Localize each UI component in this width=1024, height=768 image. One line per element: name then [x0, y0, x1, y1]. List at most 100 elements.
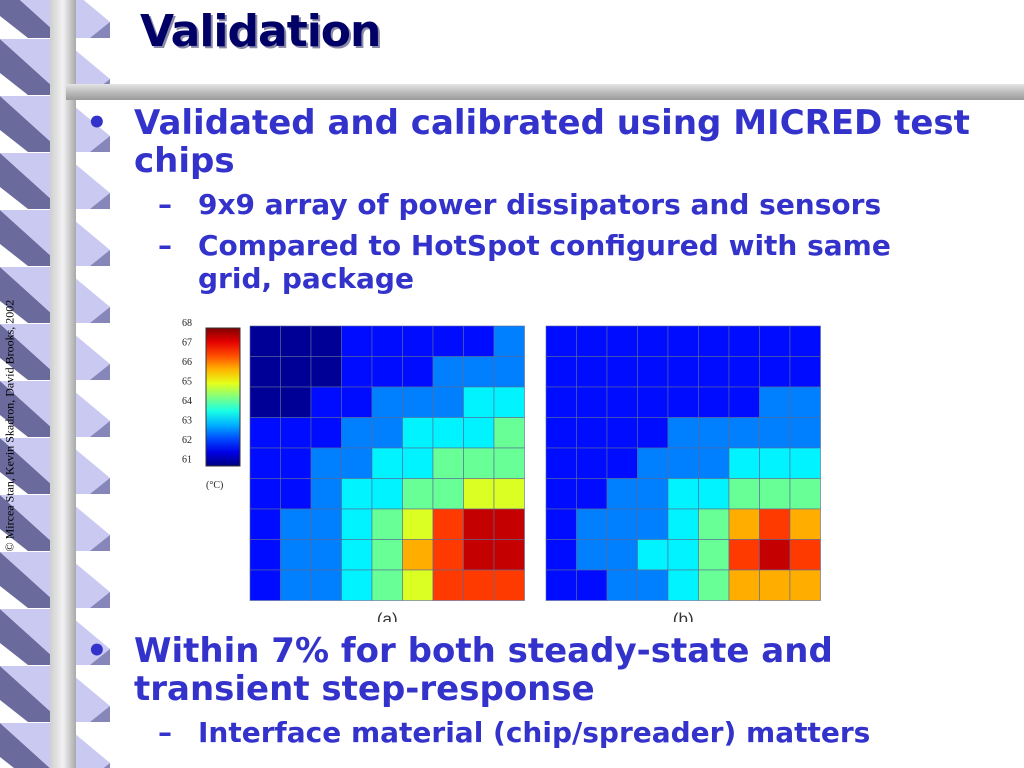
heatmap-cell — [545, 417, 577, 449]
heatmap-cell — [280, 356, 312, 388]
chevron-edge — [90, 136, 110, 152]
heatmap-cell — [637, 478, 669, 510]
heatmap-cell — [576, 508, 608, 540]
heatmap-cell — [432, 386, 464, 418]
heatmap-cell — [576, 447, 608, 479]
colorbar-tick-label: 61 — [182, 455, 192, 466]
heatmap-cell — [576, 325, 608, 357]
heatmap-cell — [280, 325, 312, 357]
vertical-bar — [50, 0, 76, 768]
heatmap-cell — [759, 508, 791, 540]
chevron-shadow — [0, 0, 62, 38]
heatmap-cell — [432, 417, 464, 449]
heatmap-cell — [432, 325, 464, 357]
copyright-notice: © Mircea Stan, Kevin Skadron, David Broo… — [2, 299, 17, 552]
heatmap-cell — [402, 569, 434, 601]
heatmap-cell — [402, 325, 434, 357]
heatmap-cell — [698, 325, 730, 357]
heatmap-cell — [249, 478, 281, 510]
heatmap-cell — [637, 325, 669, 357]
colorbar-tick-label: 68 — [182, 318, 192, 329]
heatmap-cell — [493, 508, 525, 540]
heatmap-panel-b — [545, 325, 821, 601]
heatmap-cell — [667, 325, 699, 357]
heatmap-cell — [249, 569, 281, 601]
heatmap-cell — [310, 417, 342, 449]
heatmap-cell — [341, 325, 373, 357]
heatmap-cell — [789, 569, 821, 601]
chevron-edge — [90, 535, 110, 551]
heatmap-cell — [463, 569, 495, 601]
heatmap-cell — [698, 478, 730, 510]
heatmap-cell — [493, 417, 525, 449]
heatmap-cell — [249, 386, 281, 418]
heatmap-cell — [759, 569, 791, 601]
heatmap-cell — [728, 508, 760, 540]
heatmap-cell — [576, 386, 608, 418]
colorbar — [205, 327, 241, 467]
heatmap-cell — [698, 356, 730, 388]
chevron-edge — [90, 250, 110, 266]
heatmap-cell — [606, 386, 638, 418]
heatmap-cell — [576, 569, 608, 601]
heatmap-cell — [341, 508, 373, 540]
heatmap-cell — [789, 447, 821, 479]
heatmap-figure: 68 67 66 65 64 63 62 61 (°C) (a) (b) — [182, 318, 821, 622]
heatmap-cell — [463, 356, 495, 388]
heatmap-cell — [545, 447, 577, 479]
heatmap-cell — [402, 356, 434, 388]
heatmap-cell — [310, 447, 342, 479]
heatmap-cell — [371, 569, 403, 601]
heatmap-cell — [371, 325, 403, 357]
heatmap-cell — [371, 539, 403, 571]
heatmap-cell — [698, 569, 730, 601]
heatmap-cell — [667, 478, 699, 510]
colorbar-tick-label: 66 — [182, 357, 192, 368]
chevron-edge — [90, 307, 110, 323]
chevron-edge — [90, 649, 110, 665]
heatmap-cell — [789, 356, 821, 388]
chevron-edge — [90, 478, 110, 494]
heatmap-cell — [402, 447, 434, 479]
heatmap-cell — [371, 417, 403, 449]
bullet-1-text: Validated and calibrated using MICRED te… — [134, 103, 970, 181]
heatmap-cell — [667, 356, 699, 388]
heatmap-cell — [280, 478, 312, 510]
heatmap-cell — [493, 356, 525, 388]
heatmap-cell — [280, 539, 312, 571]
heatmap-cell — [432, 478, 464, 510]
heatmap-cell — [606, 325, 638, 357]
chevron-edge — [90, 421, 110, 437]
heatmap-cell — [432, 569, 464, 601]
heatmap-cell — [789, 417, 821, 449]
heatmap-cell — [463, 508, 495, 540]
heatmap-cell — [249, 447, 281, 479]
heatmap-cell — [637, 356, 669, 388]
sub-bullet-1-2-text: Compared to HotSpot configured with same… — [198, 229, 891, 295]
heatmap-cell — [463, 325, 495, 357]
heatmap-cell — [249, 325, 281, 357]
heatmap-cell — [728, 478, 760, 510]
heatmap-cell — [493, 539, 525, 571]
heatmap-cell — [606, 417, 638, 449]
heatmap-cell — [637, 508, 669, 540]
heatmap-cell — [371, 447, 403, 479]
heatmap-cell — [432, 447, 464, 479]
sub-bullet-2-1-text: Interface material (chip/spreader) matte… — [198, 716, 871, 749]
heatmap-cell — [280, 447, 312, 479]
heatmap-cell — [667, 417, 699, 449]
heatmap-cell — [698, 386, 730, 418]
heatmap-cell — [637, 417, 669, 449]
colorbar-tick-label: 65 — [182, 377, 192, 388]
heatmap-cell — [576, 478, 608, 510]
heatmap-cell — [341, 539, 373, 571]
heatmap-cell — [576, 539, 608, 571]
heatmap-cell — [728, 539, 760, 571]
heatmap-cell — [432, 539, 464, 571]
dash-marker: – — [158, 716, 172, 749]
heatmap-cell — [402, 539, 434, 571]
sub-bullet-1-1-text: 9x9 array of power dissipators and senso… — [198, 188, 882, 221]
chevron-edge — [90, 22, 110, 38]
heatmap-cell — [371, 356, 403, 388]
